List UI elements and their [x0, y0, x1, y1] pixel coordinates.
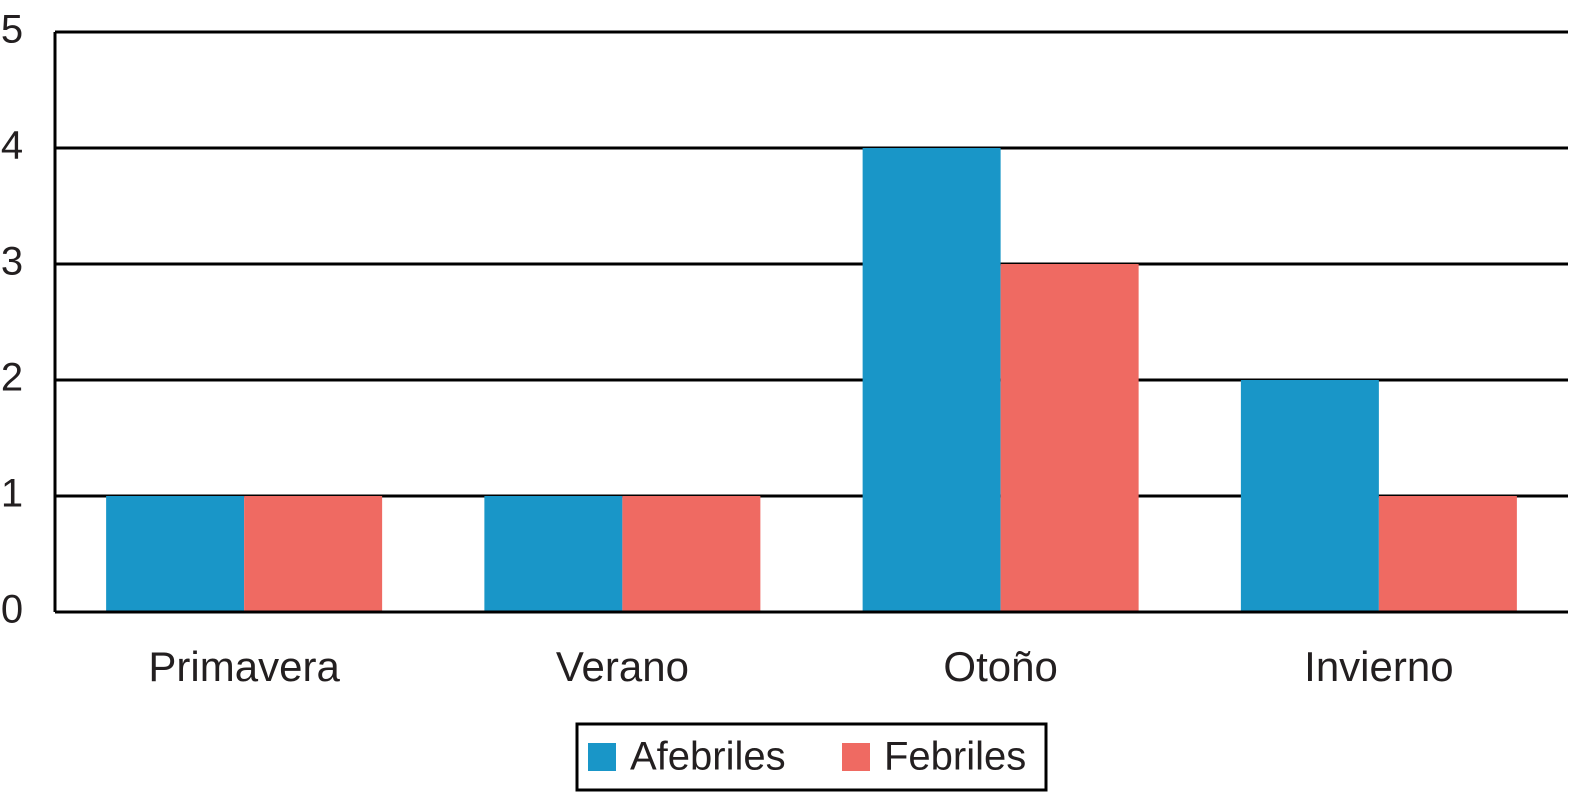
bar: [1000, 264, 1139, 612]
x-tick-label: Invierno: [1304, 643, 1453, 690]
bar: [1378, 496, 1517, 612]
bar: [622, 496, 761, 612]
x-tick-label: Primavera: [148, 643, 340, 690]
legend-label: Afebriles: [630, 735, 786, 779]
legend-swatch: [842, 743, 870, 771]
y-tick-label: 4: [1, 124, 23, 168]
bar: [1240, 380, 1379, 612]
legend-label: Febriles: [884, 735, 1026, 779]
x-tick-label: Verano: [556, 643, 689, 690]
legend-box: [575, 722, 1048, 792]
bar: [244, 496, 383, 612]
legend-swatch: [588, 743, 616, 771]
y-tick-label: 2: [1, 356, 23, 400]
y-tick-label: 5: [1, 8, 23, 52]
y-tick-label: 1: [1, 472, 23, 516]
x-tick-label: Otoño: [943, 643, 1057, 690]
y-tick-label: 3: [1, 240, 23, 284]
bar: [862, 148, 1001, 612]
bar: [106, 496, 245, 612]
bar: [484, 496, 623, 612]
y-tick-label: 0: [1, 588, 23, 632]
